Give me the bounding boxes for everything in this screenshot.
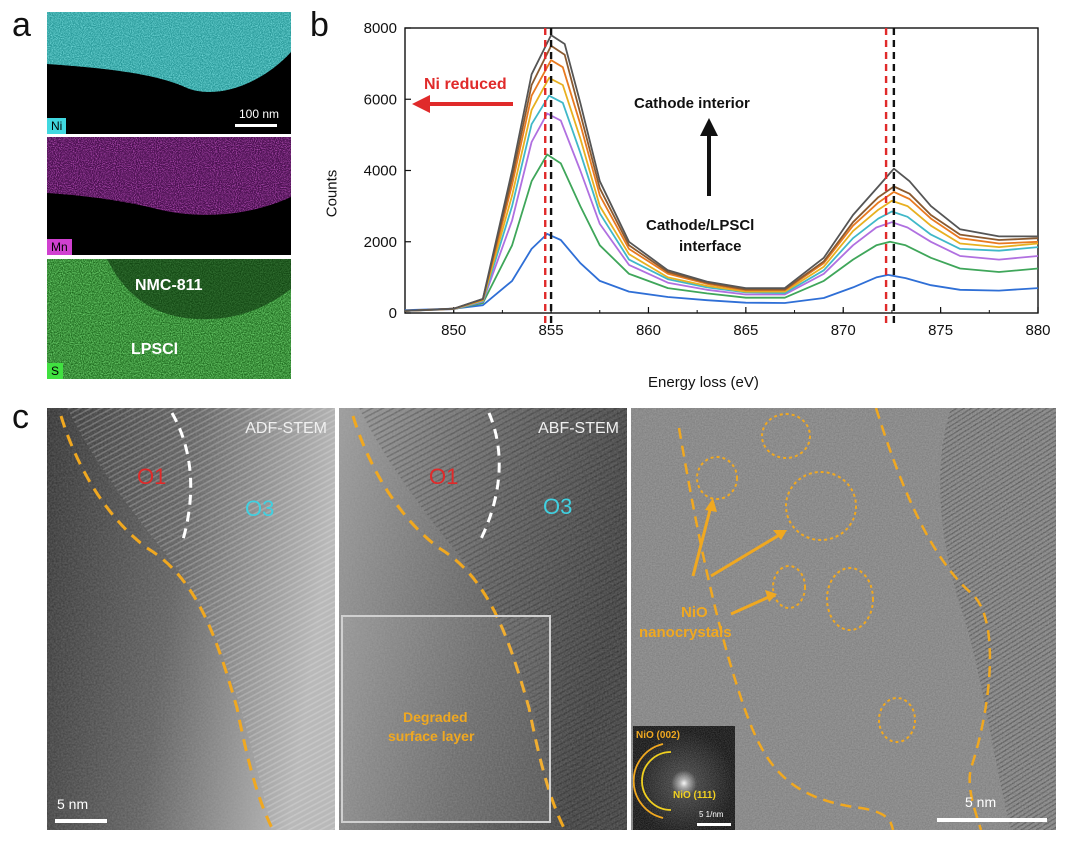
eels-series-line <box>404 233 1039 311</box>
x-tick-label: 870 <box>831 322 856 339</box>
abf-stem-title: ABF-STEM <box>538 420 619 437</box>
s-map-tag: S <box>47 363 64 379</box>
eels-series-line <box>404 59 1039 312</box>
x-tick-label: 850 <box>441 322 466 339</box>
eels-series-line <box>404 94 1039 312</box>
x-tick-label: 875 <box>928 322 953 339</box>
panel-a-letter: a <box>12 6 31 44</box>
mn-map-tag: Mn <box>47 239 72 255</box>
interface-label-line2: interface <box>679 238 742 255</box>
hrtem-scale-bar <box>937 818 1047 822</box>
adf-stem-image: ADF-STEM O1 O3 5 nm <box>47 408 335 830</box>
eels-series-line <box>404 112 1039 312</box>
nanocrystal-arrow-head <box>765 590 777 602</box>
abf-o1-label: O1 <box>429 464 459 489</box>
y-tick-label: 6000 <box>364 91 397 108</box>
nanocrystal-arrow <box>691 505 713 577</box>
interior-arrow-head <box>700 118 718 136</box>
hrtem-image: NiO nanocrystals 5 nm Ni <box>631 408 1056 830</box>
degraded-layer-box <box>341 615 551 823</box>
hrtem-right-boundary <box>874 408 992 830</box>
fft-inset: NiO (002) NiO (111) 5 1/nm <box>633 726 735 830</box>
nanocrystal-arrow <box>730 594 772 616</box>
ni-reduced-arrow-head <box>412 95 430 113</box>
adf-o3-label: O3 <box>245 496 275 521</box>
eels-series-line <box>404 44 1039 312</box>
y-tick-label: 8000 <box>364 20 397 37</box>
nio-label-line1: NiO <box>681 604 708 621</box>
lpscl-label: LPSCl <box>131 341 179 358</box>
y-axis-label: Counts <box>323 169 341 218</box>
mn-eds-map: Mn <box>47 137 291 255</box>
hrtem-scale-bar-label: 5 nm <box>965 794 997 810</box>
x-tick-label: 865 <box>733 322 758 339</box>
nio-label-line2: nanocrystals <box>639 624 732 641</box>
nmc-811-label: NMC-811 <box>135 277 203 294</box>
x-tick-label: 880 <box>1025 322 1050 339</box>
y-tick-label: 2000 <box>364 234 397 251</box>
nio-nanocrystal-outline <box>826 567 874 631</box>
nanocrystal-arrow-head <box>705 498 717 512</box>
abf-stem-image: ABF-STEM O1 O3 Degraded surface layer <box>339 408 627 830</box>
eels-chart-svg: 850 855 860 865 870 875 880 0 2000 4000 6000 8000 <box>364 20 1051 339</box>
nio-nanocrystal-outline <box>772 565 806 609</box>
adf-interface-boundary <box>59 415 274 829</box>
fft-ring-111 <box>633 743 664 819</box>
adf-o1-label: O1 <box>137 464 167 489</box>
ni-scale-bar <box>235 124 277 127</box>
adf-scale-bar <box>55 819 107 823</box>
eels-series-line <box>404 34 1038 312</box>
ni-scale-bar-label: 100 nm <box>238 107 279 121</box>
nio-nanocrystal-outline <box>696 456 738 500</box>
fft-ring-111-label: NiO (111) <box>673 790 716 801</box>
x-tick-label: 855 <box>539 322 564 339</box>
ni-reduced-label: Ni reduced <box>424 76 507 93</box>
adf-scale-bar-label: 5 nm <box>57 796 89 812</box>
fft-ring-002-label: NiO (002) <box>636 730 680 741</box>
abf-phase-boundary <box>477 412 501 544</box>
degraded-label-line2: surface layer <box>388 728 475 744</box>
eels-series-line <box>404 77 1039 312</box>
hrtem-left-boundary <box>677 427 895 830</box>
ni-map-tag: Ni <box>47 118 67 134</box>
panel-c-letter: c <box>12 398 29 436</box>
nio-nanocrystal-outline <box>878 697 916 743</box>
eels-chart: 850 855 860 865 870 875 880 0 2000 4000 6000 8000 N… <box>300 0 1060 400</box>
y-tick-label: 4000 <box>364 163 397 180</box>
ni-eds-map: 100 nm Ni <box>47 12 291 134</box>
x-axis-label: Energy loss (eV) <box>648 374 759 391</box>
panel-b-letter: b <box>310 6 329 44</box>
fft-ring-002 <box>641 751 672 811</box>
abf-interface-boundary <box>351 415 566 829</box>
s-eds-map: NMC-811 LPSCl S <box>47 259 291 379</box>
interface-label-line1: Cathode/LPSCl <box>646 217 755 234</box>
fft-scale-bar <box>697 823 731 826</box>
nio-nanocrystal-outline <box>761 413 811 459</box>
y-tick-label: 0 <box>389 305 397 322</box>
nanocrystal-arrow-head <box>773 530 787 540</box>
cathode-interior-label: Cathode interior <box>634 95 750 112</box>
fft-scale-bar-label: 5 1/nm <box>699 810 724 819</box>
nio-nanocrystal-outline <box>785 471 857 541</box>
x-tick-label: 860 <box>636 322 661 339</box>
adf-stem-title: ADF-STEM <box>245 420 327 437</box>
abf-o3-label: O3 <box>543 494 573 519</box>
eels-series-line <box>404 153 1039 312</box>
degraded-label-line1: Degraded <box>403 709 468 725</box>
nanocrystal-arrow <box>710 532 782 578</box>
